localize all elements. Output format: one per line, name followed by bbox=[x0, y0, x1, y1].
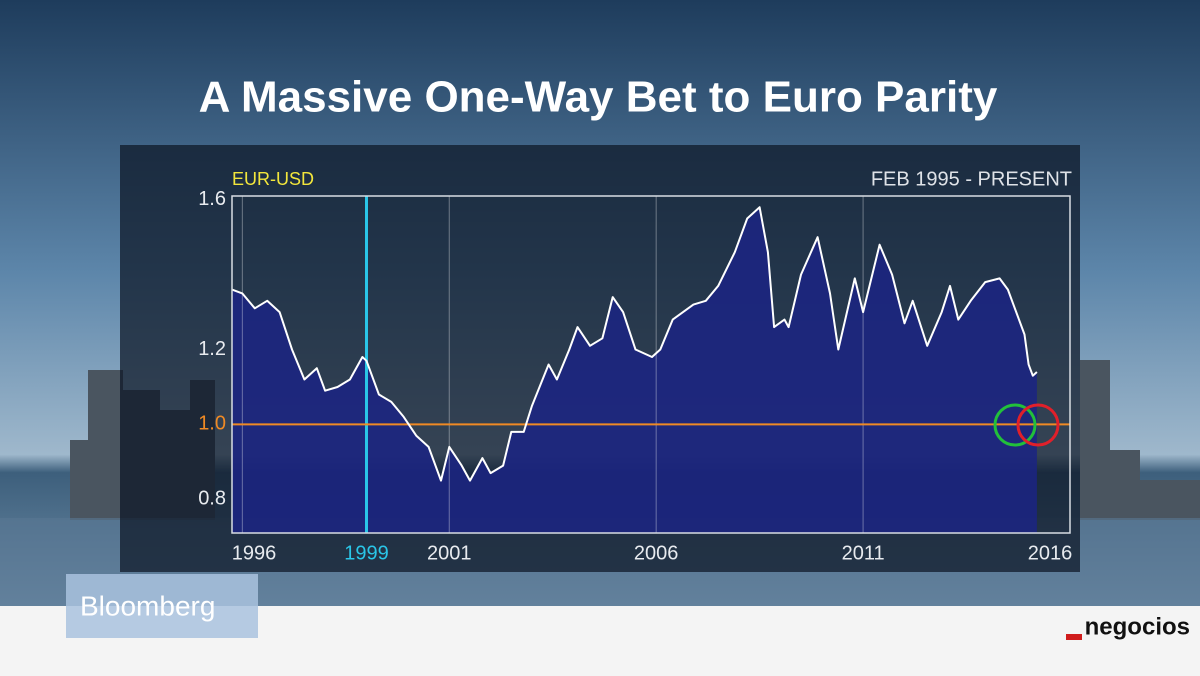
plot-frame bbox=[231, 195, 1071, 534]
marker-circle bbox=[1016, 403, 1060, 447]
y-tick-label: 1.6 bbox=[198, 188, 226, 210]
brand-box bbox=[66, 574, 258, 638]
x-tick-label: 1996 bbox=[232, 542, 277, 564]
y-tick-label: 0.8 bbox=[198, 488, 226, 510]
x-tick-label: 1999 bbox=[344, 542, 389, 564]
date-range: FEB 1995 - PRESENT bbox=[871, 168, 1072, 190]
plot bbox=[231, 195, 1071, 534]
series-label: EUR-USD bbox=[232, 169, 314, 189]
logo-accent bbox=[1066, 634, 1082, 640]
source-logo: negocios bbox=[1085, 613, 1190, 640]
x-tick-label: 2006 bbox=[634, 542, 679, 564]
line bbox=[231, 206, 1038, 482]
marker-circle bbox=[993, 403, 1037, 447]
brand: Bloomberg bbox=[80, 590, 215, 621]
area bbox=[232, 207, 1037, 533]
x-tick-label: 2016 bbox=[1028, 542, 1073, 564]
chart-title: A Massive One-Way Bet to Euro Parity bbox=[199, 73, 998, 122]
x-tick-label: 2011 bbox=[842, 542, 885, 564]
y-tick-label: 1.2 bbox=[198, 338, 226, 360]
x-tick-label: 2001 bbox=[427, 542, 472, 564]
y-tick-label: 1.0 bbox=[198, 413, 226, 435]
